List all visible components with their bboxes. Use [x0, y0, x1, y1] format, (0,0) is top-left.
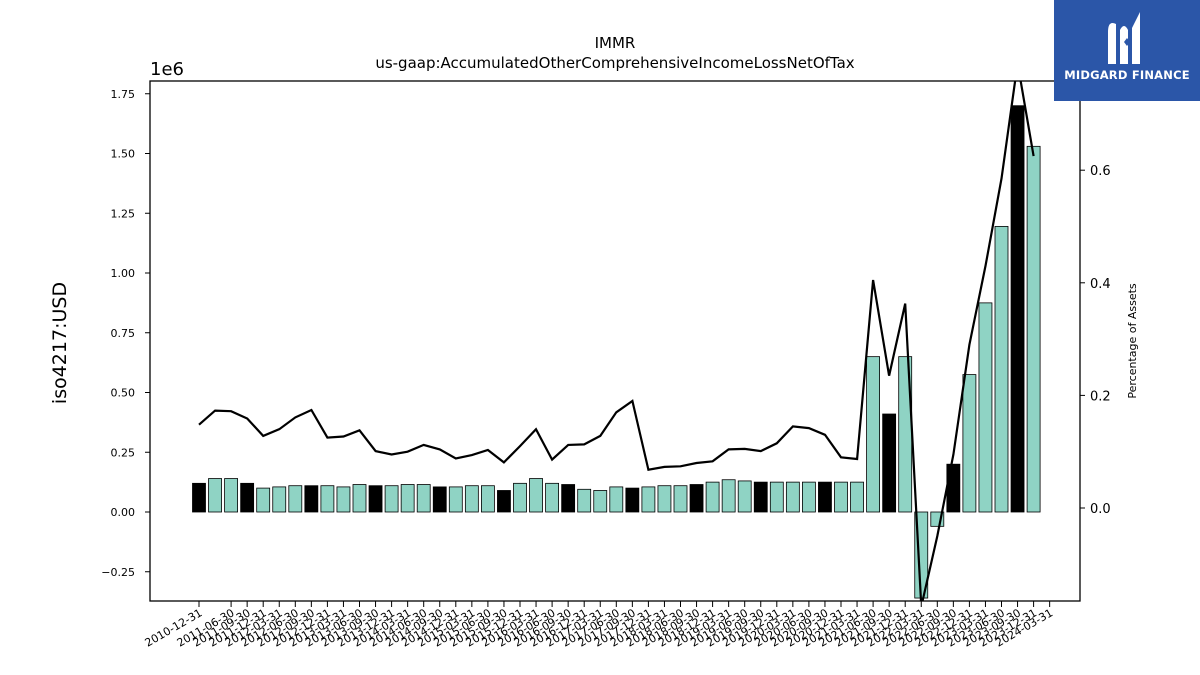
bar-2017-06-30 [609, 486, 624, 513]
bar-2012-06-30 [288, 485, 303, 513]
bar-series [192, 105, 1041, 599]
bar-2017-03-31 [593, 490, 608, 513]
bar-2022-12-31 [962, 374, 977, 513]
bar-2023-12-31 [1026, 145, 1041, 513]
bar-2016-03-31 [529, 478, 543, 513]
bar-2010-12-31 [192, 482, 206, 513]
bar-2021-09-30 [882, 413, 897, 513]
bar-2020-06-30 [802, 481, 816, 513]
bar-2016-09-30 [561, 484, 576, 513]
bar-2012-12-31 [320, 485, 335, 513]
bar-2011-06-30 [224, 478, 239, 513]
bar-2013-06-30 [352, 484, 367, 513]
brand-name: MIDGARD FINANCE [1064, 68, 1190, 82]
bar-2013-09-30 [368, 485, 383, 513]
y-offset-text: 1e6 [150, 59, 184, 80]
bar-2013-03-31 [336, 486, 351, 513]
y2-axis-label: Percentage of Assets [1126, 283, 1139, 399]
percentage-of-assets-line [198, 81, 1035, 601]
bar-2014-06-30 [416, 484, 431, 513]
bar-2017-12-31 [641, 486, 656, 513]
y2-tick-label: 0.4 [1090, 277, 1111, 292]
y-axis-right: 0.0 0.2 0.4 0.6 [1080, 164, 1111, 517]
y-tick-label: 1.50 [111, 148, 136, 161]
bar-2022-09-30 [946, 463, 961, 513]
bar-2018-03-31 [657, 485, 672, 513]
bar-2019-03-31 [721, 479, 736, 513]
bar-2020-09-30 [818, 481, 832, 513]
bar-2018-09-30 [689, 484, 704, 513]
bar-2023-09-30 [1010, 105, 1025, 513]
chart-subtitle: us-gaap:AccumulatedOtherComprehensiveInc… [375, 54, 854, 72]
bar-2015-03-31 [464, 485, 479, 513]
y-axis-left: −0.25 0.00 0.25 0.50 0.75 1.00 1.25 1.50 1.75 [101, 88, 150, 579]
plot-frame [149, 80, 1081, 602]
bar-2014-09-30 [432, 486, 447, 513]
y-axis-label: iso4217:USD [49, 282, 71, 404]
bar-2023-03-31 [978, 302, 993, 513]
bar-2011-09-30 [240, 482, 255, 513]
bar-2018-06-30 [673, 485, 688, 513]
bar-2014-03-31 [400, 484, 415, 513]
bar-2015-06-30 [480, 485, 495, 513]
bar-2021-06-30 [866, 356, 880, 513]
y-tick-label: 0.50 [111, 387, 136, 400]
chart-title: IMMR [595, 34, 636, 52]
y-tick-label: 1.00 [111, 267, 136, 280]
y-tick-label: 0.25 [111, 446, 136, 459]
y-tick-label: 0.75 [111, 327, 136, 340]
bar-2015-12-31 [513, 482, 527, 513]
bar-2021-03-31 [850, 481, 864, 513]
bar-2019-12-31 [769, 481, 784, 513]
y2-tick-label: 0.0 [1090, 502, 1111, 517]
y-tick-label: −0.25 [101, 566, 135, 579]
bar-2012-03-31 [272, 486, 287, 513]
bar-2011-03-31 [208, 478, 222, 513]
y-tick-label: 0.00 [111, 506, 136, 519]
midgard-finance-logo: MIDGARD FINANCE [1054, 0, 1200, 101]
bar-2017-09-30 [625, 487, 640, 513]
bar-2016-06-30 [545, 482, 559, 513]
bar-2016-12-31 [577, 488, 592, 513]
y-tick-label: 1.25 [111, 207, 136, 220]
bar-2018-12-31 [705, 481, 720, 513]
bar-2014-12-31 [448, 486, 463, 513]
bar-2011-12-31 [256, 487, 271, 513]
bar-2015-09-30 [497, 490, 511, 513]
bar-2020-03-31 [785, 481, 800, 513]
bar-2013-12-31 [384, 485, 399, 513]
bar-2020-12-31 [834, 481, 848, 513]
x-axis: 2010-12-312011-06-302011-09-302011-12-31… [143, 601, 1055, 650]
y2-tick-label: 0.2 [1090, 389, 1111, 404]
bar-2023-06-30 [994, 225, 1009, 513]
y2-tick-label: 0.6 [1090, 164, 1111, 179]
y-tick-label: 1.75 [111, 88, 136, 101]
bar-2012-09-30 [304, 485, 319, 513]
bar-2019-06-30 [737, 480, 752, 513]
midgard-m-logo-icon [1108, 12, 1140, 64]
bar-2019-09-30 [753, 481, 768, 513]
